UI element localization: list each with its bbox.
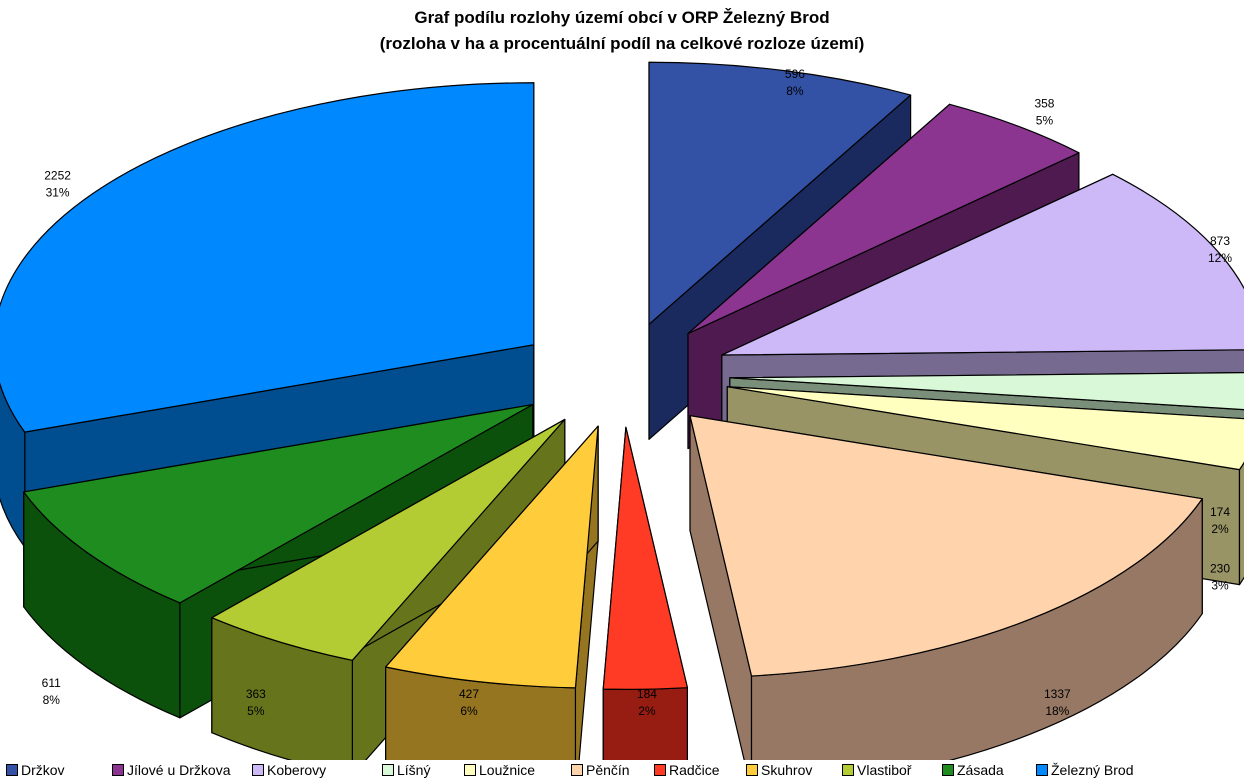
- pie-slice-top: [602, 426, 688, 690]
- legend-label: Loužnice: [479, 762, 536, 778]
- data-label-value: 184: [637, 687, 657, 701]
- pie-slice-pencin: [689, 415, 1203, 783]
- data-label-value: 1337: [1044, 687, 1071, 701]
- legend-swatch: [571, 764, 583, 776]
- legend-item-zelezny-brod: Železný Brod: [1036, 762, 1133, 778]
- legend-label: Pěnčín: [586, 762, 630, 778]
- legend-item-radcice: Radčice: [654, 762, 720, 778]
- data-label-percent: 3%: [1211, 579, 1229, 593]
- data-label-value: 873: [1210, 234, 1230, 248]
- data-label-percent: 8%: [43, 693, 61, 707]
- legend-label: Vlastiboř: [857, 762, 912, 778]
- pie-slice-top: [23, 403, 534, 604]
- pie-slice-top: [385, 425, 599, 689]
- legend-swatch: [464, 764, 476, 776]
- legend-swatch: [746, 764, 758, 776]
- data-label-value: 358: [1034, 97, 1054, 111]
- legend-label: Radčice: [669, 762, 720, 778]
- data-label-value: 596: [785, 67, 805, 81]
- pie-slice-top: [726, 386, 1244, 471]
- pie-slice-top: [689, 415, 1203, 677]
- legend-label: Koberovy: [267, 762, 327, 778]
- data-label-value: 427: [459, 687, 479, 701]
- pie-slice-top: [729, 372, 1244, 411]
- legend-swatch: [942, 764, 954, 776]
- pie-slice-radcice: [602, 426, 688, 783]
- legend-swatch: [252, 764, 264, 776]
- legend-label: Skuhrov: [761, 762, 813, 778]
- pie-slice-top: [648, 61, 912, 325]
- data-label-percent: 31%: [46, 185, 70, 199]
- data-label-value: 611: [42, 676, 61, 690]
- pie-slice-top: [687, 103, 1080, 335]
- data-label-value: 363: [246, 687, 266, 701]
- legend-item-zasada: Zásada: [942, 762, 1004, 778]
- pie-slice-outer-wall: [1238, 461, 1244, 586]
- data-label-percent: 18%: [1045, 704, 1069, 718]
- legend-item-lisny: Líšný: [382, 762, 430, 778]
- legend-swatch: [1036, 764, 1048, 776]
- chart-subtitle: (rozloha v ha a procentuální podíl na ce…: [379, 34, 865, 53]
- legend-label: Jílové u Držkova: [127, 762, 231, 778]
- data-label-value: 2252: [44, 168, 71, 182]
- data-label-percent: 12%: [1208, 251, 1232, 265]
- legend-swatch: [842, 764, 854, 776]
- pie-slice-top: [0, 82, 535, 433]
- data-label-value: 174: [1210, 505, 1230, 519]
- data-label-percent: 5%: [247, 704, 265, 718]
- pie-slice-skuhrov: [385, 425, 599, 783]
- legend-item-drzkov: Držkov: [6, 762, 65, 778]
- data-label-percent: 6%: [460, 704, 478, 718]
- legend-item-louznice: Loužnice: [464, 762, 535, 778]
- legend-item-koberovy: Koberovy: [252, 762, 326, 778]
- data-label-percent: 2%: [1211, 522, 1229, 536]
- pie-slice-top: [721, 173, 1244, 356]
- legend-swatch: [654, 764, 666, 776]
- chart-legend: Držkov Jílové u Držkova Koberovy Líšný Loužn…: [0, 760, 1244, 782]
- pie-slice-top: [211, 418, 566, 661]
- legend-label: Líšný: [397, 762, 431, 778]
- legend-swatch: [382, 764, 394, 776]
- legend-label: Železný Brod: [1051, 762, 1134, 778]
- legend-label: Zásada: [957, 762, 1004, 778]
- legend-label: Držkov: [21, 762, 65, 778]
- legend-item-skuhrov: Skuhrov: [746, 762, 812, 778]
- legend-swatch: [6, 764, 18, 776]
- data-label-value: 230: [1210, 562, 1230, 576]
- data-label-percent: 2%: [638, 704, 656, 718]
- chart-title: Graf podílu rozlohy území obcí v ORP Žel…: [414, 8, 830, 27]
- legend-item-vlastibor: Vlastiboř: [842, 762, 911, 778]
- data-label-percent: 5%: [1036, 114, 1054, 128]
- legend-item-jilove-u-drzkova: Jílové u Držkova: [112, 762, 230, 778]
- pie-plot: 596 8% 358 5% 873 12% 174 2% 230 3% 1337 18% 184 2% 42…: [0, 61, 1244, 783]
- legend-swatch: [112, 764, 124, 776]
- data-label-percent: 8%: [786, 84, 804, 98]
- legend-item-pencin: Pěnčín: [571, 762, 630, 778]
